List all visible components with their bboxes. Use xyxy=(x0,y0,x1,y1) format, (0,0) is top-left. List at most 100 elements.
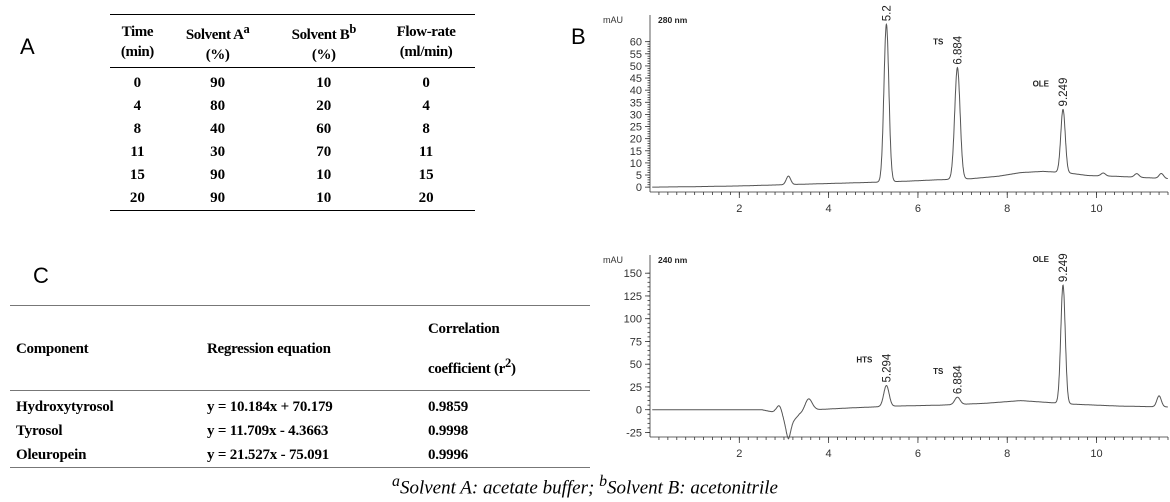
chart-title: 280 nm xyxy=(658,15,688,25)
cell-solvent-b: 60 xyxy=(316,121,332,137)
gradient-row: 8 40 60 8 xyxy=(110,118,475,141)
y-tick-label: 10 xyxy=(630,158,642,170)
cell-solvent-b: 70 xyxy=(316,144,332,160)
cell-solvent-b: 10 xyxy=(316,167,332,183)
regression-row: Hydroxytyrosol y = 10.184x + 70.179 0.9859 xyxy=(10,391,590,420)
cell-component: Hydroxytyrosol xyxy=(16,398,114,415)
panel-label-c: C xyxy=(33,263,49,288)
y-tick-label: 75 xyxy=(630,336,642,348)
y-tick-label: 100 xyxy=(624,314,642,326)
gradient-row: 0 90 10 0 xyxy=(110,68,475,96)
y-tick-label: 30 xyxy=(630,109,642,121)
x-tick-label: 4 xyxy=(826,203,832,215)
gradient-row: 4 80 20 4 xyxy=(110,95,475,118)
header-component: Component xyxy=(10,305,201,391)
header-solvent-b: Solvent Bb (%) xyxy=(270,14,378,68)
retention-time-label: 9.249 xyxy=(1058,253,1070,282)
cell-time: 4 xyxy=(133,98,142,114)
y-tick-label: 125 xyxy=(624,291,642,303)
chromatogram-240nm: mAU 240 nm -25 0 25 50 75 100 125 150 2 4 6 8 10 5.294 H… xyxy=(603,253,1169,460)
signal-trace xyxy=(652,22,1169,188)
cell-flow-rate: 4 xyxy=(422,98,430,114)
cell-flow-rate: 0 xyxy=(422,75,430,91)
peak-name-label: OLE xyxy=(1033,255,1050,264)
cell-time: 8 xyxy=(133,121,142,137)
gradient-row: 20 90 10 20 xyxy=(110,187,475,211)
cell-solvent-a: 90 xyxy=(210,167,226,183)
retention-time-label: 6.884 xyxy=(952,365,964,394)
y-tick-label: 45 xyxy=(630,73,642,85)
x-tick-label: 10 xyxy=(1090,448,1102,460)
panel-label-b: B xyxy=(571,24,586,49)
y-tick-label: 55 xyxy=(630,49,642,61)
cell-solvent-a: 80 xyxy=(210,98,226,114)
cell-solvent-a: 40 xyxy=(210,121,226,137)
panel-label-a: A xyxy=(20,34,35,59)
chart-title: 240 nm xyxy=(658,255,688,265)
peak-name-label: OLE xyxy=(1033,79,1050,88)
gradient-row: 11 30 70 11 xyxy=(110,141,475,164)
cell-equation: y = 21.527x - 75.091 xyxy=(207,446,330,463)
cell-time: 15 xyxy=(129,167,145,183)
header-flow-rate: Flow-rate (ml/min) xyxy=(377,14,475,68)
header-regression-equation: Regression equation xyxy=(201,305,422,391)
cell-solvent-b: 10 xyxy=(316,190,332,206)
peak-name-label: HTS xyxy=(856,356,873,365)
y-tick-label: 5 xyxy=(636,170,642,182)
regression-header-row: Component Regression equation Correlatio… xyxy=(10,305,590,391)
regression-table: Component Regression equation Correlatio… xyxy=(10,305,590,468)
gradient-row: 15 90 10 15 xyxy=(110,164,475,187)
footnote: aSolvent A: acetate buffer; bSolvent B: … xyxy=(392,473,778,499)
y-tick-label: 150 xyxy=(624,268,642,280)
x-tick-label: 4 xyxy=(826,448,832,460)
y-tick-label: -25 xyxy=(626,427,642,439)
cell-solvent-b: 20 xyxy=(316,98,332,114)
y-tick-label: 40 xyxy=(630,85,642,97)
x-tick-label: 8 xyxy=(1004,203,1010,215)
y-tick-label: 0 xyxy=(636,182,642,194)
cell-flow-rate: 15 xyxy=(418,167,434,183)
cell-flow-rate: 11 xyxy=(418,144,434,160)
y-axis-unit: mAU xyxy=(603,15,623,25)
retention-time-label: 5.294 xyxy=(881,5,893,21)
y-tick-label: 50 xyxy=(630,61,642,73)
cell-component: Tyrosol xyxy=(16,422,63,439)
y-tick-label: 15 xyxy=(630,146,642,158)
y-tick-label: 20 xyxy=(630,134,642,146)
header-correlation: Correlation coefficient (r2) xyxy=(422,305,590,391)
cell-time: 11 xyxy=(130,144,145,160)
x-tick-label: 2 xyxy=(736,448,742,460)
cell-solvent-a: 90 xyxy=(210,75,226,91)
retention-time-label: 9.249 xyxy=(1058,78,1070,107)
gradient-table: Time (min) Solvent Aa (%) Solvent Bb (%) Fl… xyxy=(110,14,475,211)
y-tick-label: 60 xyxy=(630,37,642,49)
y-tick-label: 25 xyxy=(630,122,642,134)
retention-time-label: 6.884 xyxy=(952,35,964,64)
retention-time-label: 5.294 xyxy=(881,353,893,382)
y-axis-unit: mAU xyxy=(603,255,623,265)
signal-trace xyxy=(652,284,1168,440)
regression-row: Tyrosol y = 11.709x - 4.3663 0.9998 xyxy=(10,419,590,443)
y-tick-label: 50 xyxy=(630,359,642,371)
cell-r2: 0.9998 xyxy=(428,422,469,439)
x-tick-label: 10 xyxy=(1090,203,1102,215)
cell-equation: y = 10.184x + 70.179 xyxy=(207,398,333,415)
cell-time: 0 xyxy=(133,75,142,91)
cell-r2: 0.9859 xyxy=(428,398,469,415)
x-tick-label: 2 xyxy=(736,203,742,215)
x-tick-label: 8 xyxy=(1004,448,1010,460)
cell-time: 20 xyxy=(129,190,145,206)
y-tick-label: 0 xyxy=(636,405,642,417)
header-time: Time (min) xyxy=(110,14,165,68)
cell-r2: 0.9996 xyxy=(428,446,469,463)
regression-row: Oleuropein y = 21.527x - 75.091 0.9996 xyxy=(10,443,590,468)
peak-name-label: TS xyxy=(933,38,944,47)
header-solvent-a: Solvent Aa (%) xyxy=(164,14,271,68)
y-tick-label: 35 xyxy=(630,97,642,109)
cell-solvent-b: 10 xyxy=(316,75,332,91)
y-tick-label: 25 xyxy=(630,382,642,394)
cell-flow-rate: 20 xyxy=(418,190,434,206)
peak-name-label: TS xyxy=(933,367,944,376)
cell-solvent-a: 90 xyxy=(210,190,226,206)
